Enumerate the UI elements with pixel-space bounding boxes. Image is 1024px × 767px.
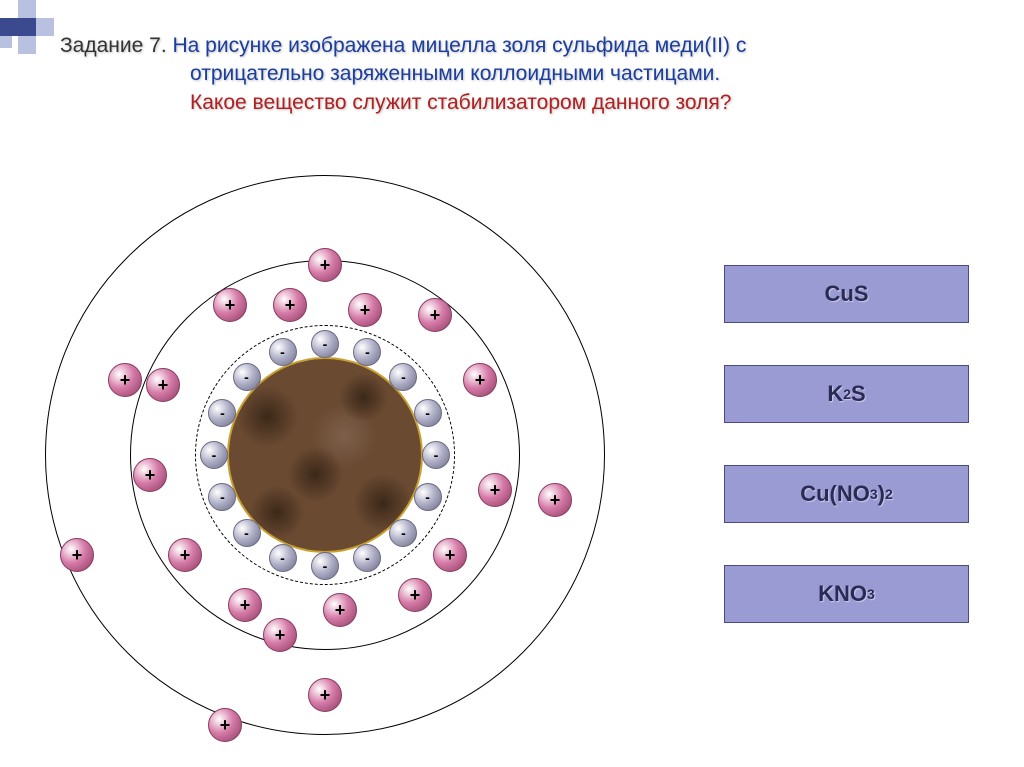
- cation: +: [228, 588, 262, 622]
- anion: -: [414, 483, 442, 511]
- micelle-diagram: ----------------++++++++++++++++++++: [15, 155, 635, 755]
- title-line-2: отрицательно заряженными коллоидными час…: [60, 60, 1004, 88]
- cation: +: [168, 538, 202, 572]
- deco-sq: [18, 0, 36, 18]
- cation: +: [146, 368, 180, 402]
- title-area: Задание 7. На рисунке изображена мицелла…: [60, 32, 1004, 117]
- cation: +: [308, 248, 342, 282]
- deco-sq: [0, 18, 18, 36]
- cation: +: [323, 593, 357, 627]
- anion: -: [269, 338, 297, 366]
- title-line-1: Задание 7. На рисунке изображена мицелла…: [60, 32, 1004, 60]
- deco-sq: [18, 36, 36, 54]
- anion: -: [208, 399, 236, 427]
- deco-sq: [36, 18, 54, 36]
- answer-option-3[interactable]: KNO3: [724, 565, 969, 623]
- deco-sq: [0, 36, 12, 48]
- anion: -: [389, 363, 417, 391]
- cation: +: [433, 538, 467, 572]
- cation: +: [348, 293, 382, 327]
- cation: +: [60, 538, 94, 572]
- anion: -: [233, 363, 261, 391]
- cation: +: [108, 363, 142, 397]
- answer-option-1[interactable]: K2S: [724, 365, 969, 423]
- cation: +: [478, 473, 512, 507]
- cation: +: [398, 578, 432, 612]
- anion: -: [311, 552, 339, 580]
- answer-option-0[interactable]: CuS: [724, 265, 969, 323]
- corner-decoration: [0, 0, 52, 52]
- cation: +: [418, 298, 452, 332]
- anion: -: [233, 519, 261, 547]
- cation: +: [213, 288, 247, 322]
- answer-option-2[interactable]: Cu(NO3)2: [724, 465, 969, 523]
- cation: +: [208, 708, 242, 742]
- anion: -: [422, 441, 450, 469]
- anion: -: [200, 441, 228, 469]
- anion: -: [353, 544, 381, 572]
- cation: +: [538, 483, 572, 517]
- anion: -: [311, 330, 339, 358]
- answer-list: CuS K2S Cu(NO3)2 KNO3: [724, 265, 969, 623]
- cation: +: [463, 363, 497, 397]
- title-line-3: Какое вещество служит стабилизатором дан…: [60, 89, 1004, 117]
- cation: +: [308, 678, 342, 712]
- anion: -: [414, 399, 442, 427]
- cation: +: [133, 458, 167, 492]
- anion: -: [269, 544, 297, 572]
- cation: +: [263, 618, 297, 652]
- cation: +: [273, 288, 307, 322]
- deco-sq: [18, 18, 36, 36]
